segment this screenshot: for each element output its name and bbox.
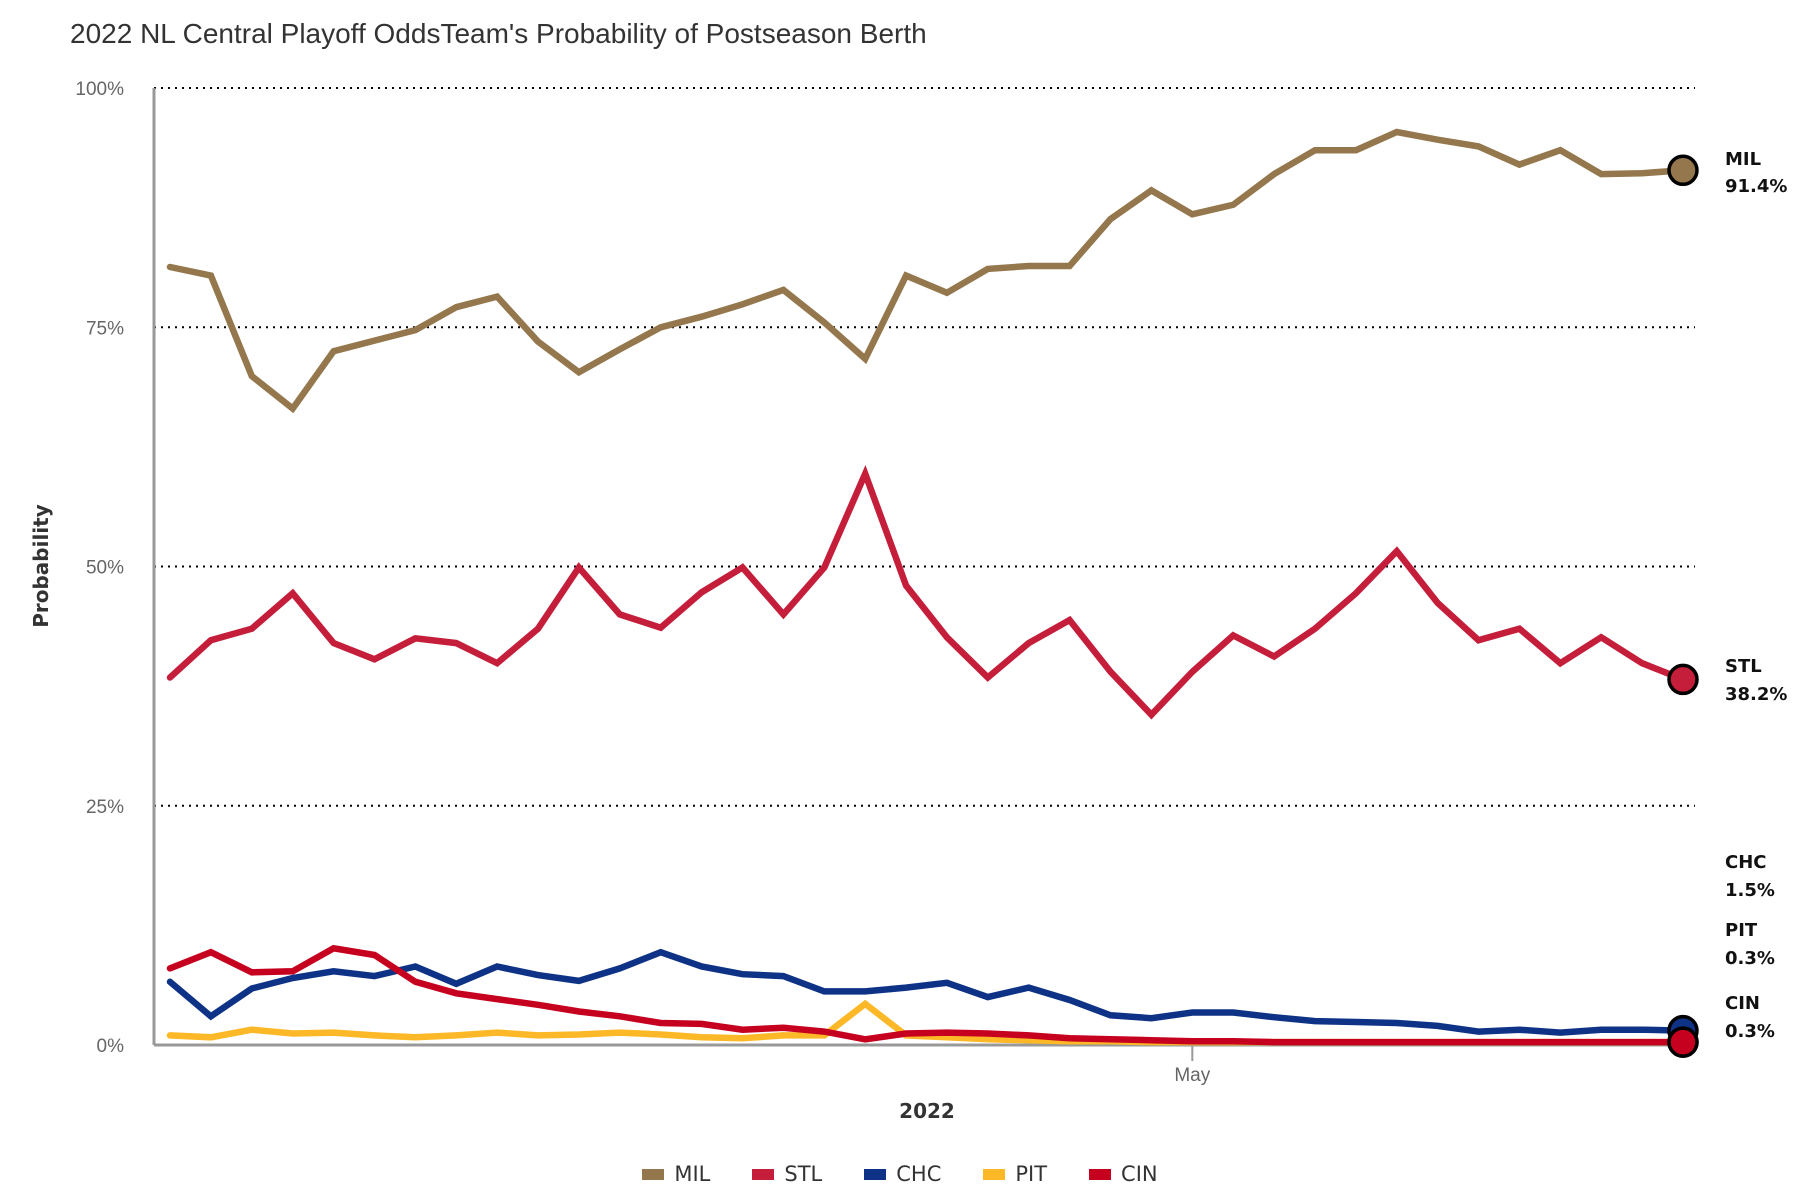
y-tick-label: 0% xyxy=(97,1036,125,1057)
series-line-stl xyxy=(166,464,1687,720)
series-end-labels: MIL 91.4% STL 38.2% CHC 1.5% PIT 0.3% CIN 0.3% xyxy=(1725,149,1787,1042)
legend-label: MIL xyxy=(674,1162,711,1186)
end-label-value: 0.3% xyxy=(1725,1021,1775,1042)
x-tick-label: May xyxy=(1174,1065,1210,1086)
legend-label: STL xyxy=(784,1162,823,1186)
y-tick-label: 100% xyxy=(75,79,124,100)
y-tick-label: 25% xyxy=(86,797,124,818)
end-label-team: MIL xyxy=(1725,149,1761,170)
legend-item-mil[interactable]: MIL xyxy=(642,1162,710,1186)
legend-label: PIT xyxy=(1015,1162,1048,1186)
end-label-value: 38.2% xyxy=(1725,684,1787,705)
end-label-value: 91.4% xyxy=(1725,176,1787,197)
legend-swatch xyxy=(983,1168,1006,1180)
series-line-cin xyxy=(166,944,1687,1046)
legend-item-pit[interactable]: PIT xyxy=(983,1162,1047,1186)
series-lines xyxy=(166,128,1687,1046)
endpoint-dot-mil xyxy=(1667,154,1699,187)
chart-title: 2022 NL Central Playoff OddsTeam's Proba… xyxy=(70,18,927,49)
endpoint-dot-cin xyxy=(1667,1026,1699,1058)
gridlines xyxy=(154,87,1695,807)
y-axis-ticks: 0% 25% 50% 75% 100% xyxy=(75,79,124,1057)
legend-label: CHC xyxy=(896,1162,942,1186)
x-axis-title: 2022 xyxy=(899,1099,955,1123)
legend-item-chc[interactable]: CHC xyxy=(864,1162,941,1186)
end-label-team: CIN xyxy=(1725,993,1760,1014)
series-endpoints xyxy=(1667,154,1699,1058)
series-line-pit xyxy=(166,999,1687,1046)
y-tick-label: 50% xyxy=(86,558,124,579)
x-axis-ticks: May xyxy=(1174,1045,1211,1086)
end-label-team: PIT xyxy=(1725,920,1758,941)
end-label-value: 1.5% xyxy=(1725,880,1775,901)
end-label-team: STL xyxy=(1725,656,1762,677)
endpoint-dot-stl xyxy=(1667,663,1699,696)
legend-swatch xyxy=(1089,1168,1112,1180)
series-line-chc xyxy=(166,948,1687,1036)
legend-label: CIN xyxy=(1121,1162,1158,1186)
series-line-mil xyxy=(166,128,1687,414)
legend: MIL STL CHC PIT CIN xyxy=(0,1162,1800,1186)
legend-swatch xyxy=(642,1168,665,1180)
end-label-value: 0.3% xyxy=(1725,948,1775,969)
legend-swatch xyxy=(864,1168,887,1180)
y-axis-title: Probability xyxy=(29,504,53,628)
end-label-team: CHC xyxy=(1725,852,1766,873)
legend-swatch xyxy=(752,1168,775,1180)
legend-item-stl[interactable]: STL xyxy=(752,1162,822,1186)
y-tick-label: 75% xyxy=(86,318,124,339)
legend-item-cin[interactable]: CIN xyxy=(1089,1162,1158,1186)
